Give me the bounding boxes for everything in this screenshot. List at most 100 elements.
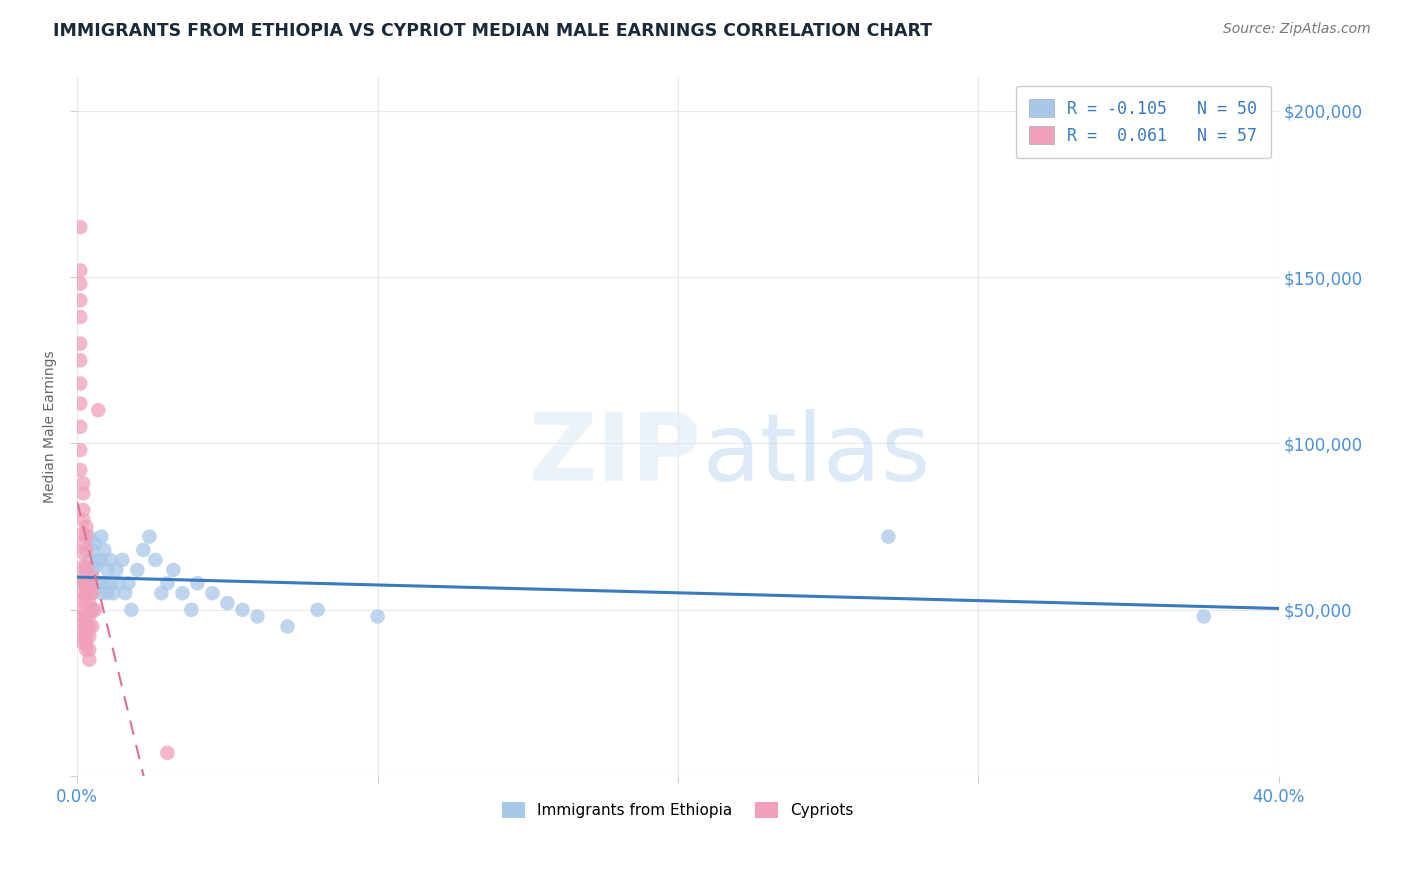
Point: [90, 553, 112, 567]
Point: [162, 563, 184, 577]
Point: [82, 586, 104, 600]
Point: [69, 376, 91, 391]
Point: [114, 586, 136, 600]
Point: [217, 596, 239, 610]
Point: [145, 553, 167, 567]
Point: [82, 603, 104, 617]
Point: [231, 603, 253, 617]
Point: [72, 629, 94, 643]
Point: [96, 563, 118, 577]
Point: [98, 553, 121, 567]
Point: [82, 619, 104, 633]
Point: [72, 513, 94, 527]
Point: [72, 503, 94, 517]
Point: [75, 596, 97, 610]
Point: [367, 609, 389, 624]
Point: [87, 576, 110, 591]
Point: [75, 559, 97, 574]
Point: [72, 576, 94, 591]
Y-axis label: Median Male Earnings: Median Male Earnings: [44, 351, 58, 503]
Point: [84, 603, 107, 617]
Point: [69, 396, 91, 410]
Point: [82, 569, 104, 583]
Point: [72, 476, 94, 491]
Point: [75, 576, 97, 591]
Point: [69, 336, 91, 351]
Point: [132, 542, 155, 557]
Point: [72, 546, 94, 560]
Point: [72, 603, 94, 617]
Point: [77, 642, 100, 657]
Point: [72, 636, 94, 650]
Point: [120, 603, 142, 617]
Point: [186, 576, 208, 591]
Text: Source: ZipAtlas.com: Source: ZipAtlas.com: [1223, 22, 1371, 37]
Point: [84, 536, 107, 550]
Point: [172, 586, 194, 600]
Point: [84, 559, 107, 574]
Point: [75, 563, 97, 577]
Point: [75, 619, 97, 633]
Point: [72, 586, 94, 600]
Point: [156, 746, 179, 760]
Point: [138, 530, 160, 544]
Point: [77, 609, 100, 624]
Point: [77, 576, 100, 591]
Point: [69, 443, 91, 458]
Point: [72, 609, 94, 624]
Point: [87, 553, 110, 567]
Point: [75, 586, 97, 600]
Point: [108, 576, 131, 591]
Point: [82, 586, 104, 600]
Legend: Immigrants from Ethiopia, Cypriots: Immigrants from Ethiopia, Cypriots: [496, 797, 860, 824]
Text: ZIP: ZIP: [529, 409, 702, 500]
Text: IMMIGRANTS FROM ETHIOPIA VS CYPRIOT MEDIAN MALE EARNINGS CORRELATION CHART: IMMIGRANTS FROM ETHIOPIA VS CYPRIOT MEDI…: [53, 22, 932, 40]
Point: [69, 263, 91, 277]
Point: [72, 592, 94, 607]
Point: [72, 616, 94, 631]
Point: [72, 569, 94, 583]
Point: [96, 586, 118, 600]
Point: [90, 586, 112, 600]
Point: [75, 586, 97, 600]
Point: [307, 603, 329, 617]
Point: [69, 277, 91, 291]
Point: [75, 542, 97, 557]
Point: [117, 576, 139, 591]
Point: [150, 586, 173, 600]
Point: [72, 526, 94, 541]
Point: [246, 609, 269, 624]
Point: [69, 353, 91, 368]
Point: [77, 653, 100, 667]
Point: [93, 576, 115, 591]
Point: [77, 596, 100, 610]
Point: [87, 403, 110, 417]
Text: atlas: atlas: [702, 409, 931, 500]
Point: [69, 463, 91, 477]
Point: [201, 586, 224, 600]
Point: [103, 586, 125, 600]
Point: [98, 576, 121, 591]
Point: [69, 310, 91, 324]
Point: [72, 536, 94, 550]
Point: [111, 553, 134, 567]
Point: [77, 586, 100, 600]
Point: [127, 563, 149, 577]
Point: [72, 576, 94, 591]
Point: [82, 542, 104, 557]
Point: [69, 293, 91, 308]
Point: [77, 530, 100, 544]
Point: [77, 576, 100, 591]
Point: [75, 530, 97, 544]
Point: [90, 530, 112, 544]
Point: [75, 629, 97, 643]
Point: [75, 636, 97, 650]
Point: [77, 619, 100, 633]
Point: [75, 609, 97, 624]
Point: [77, 553, 100, 567]
Point: [82, 603, 104, 617]
Point: [75, 519, 97, 533]
Point: [69, 419, 91, 434]
Point: [75, 642, 97, 657]
Point: [69, 220, 91, 235]
